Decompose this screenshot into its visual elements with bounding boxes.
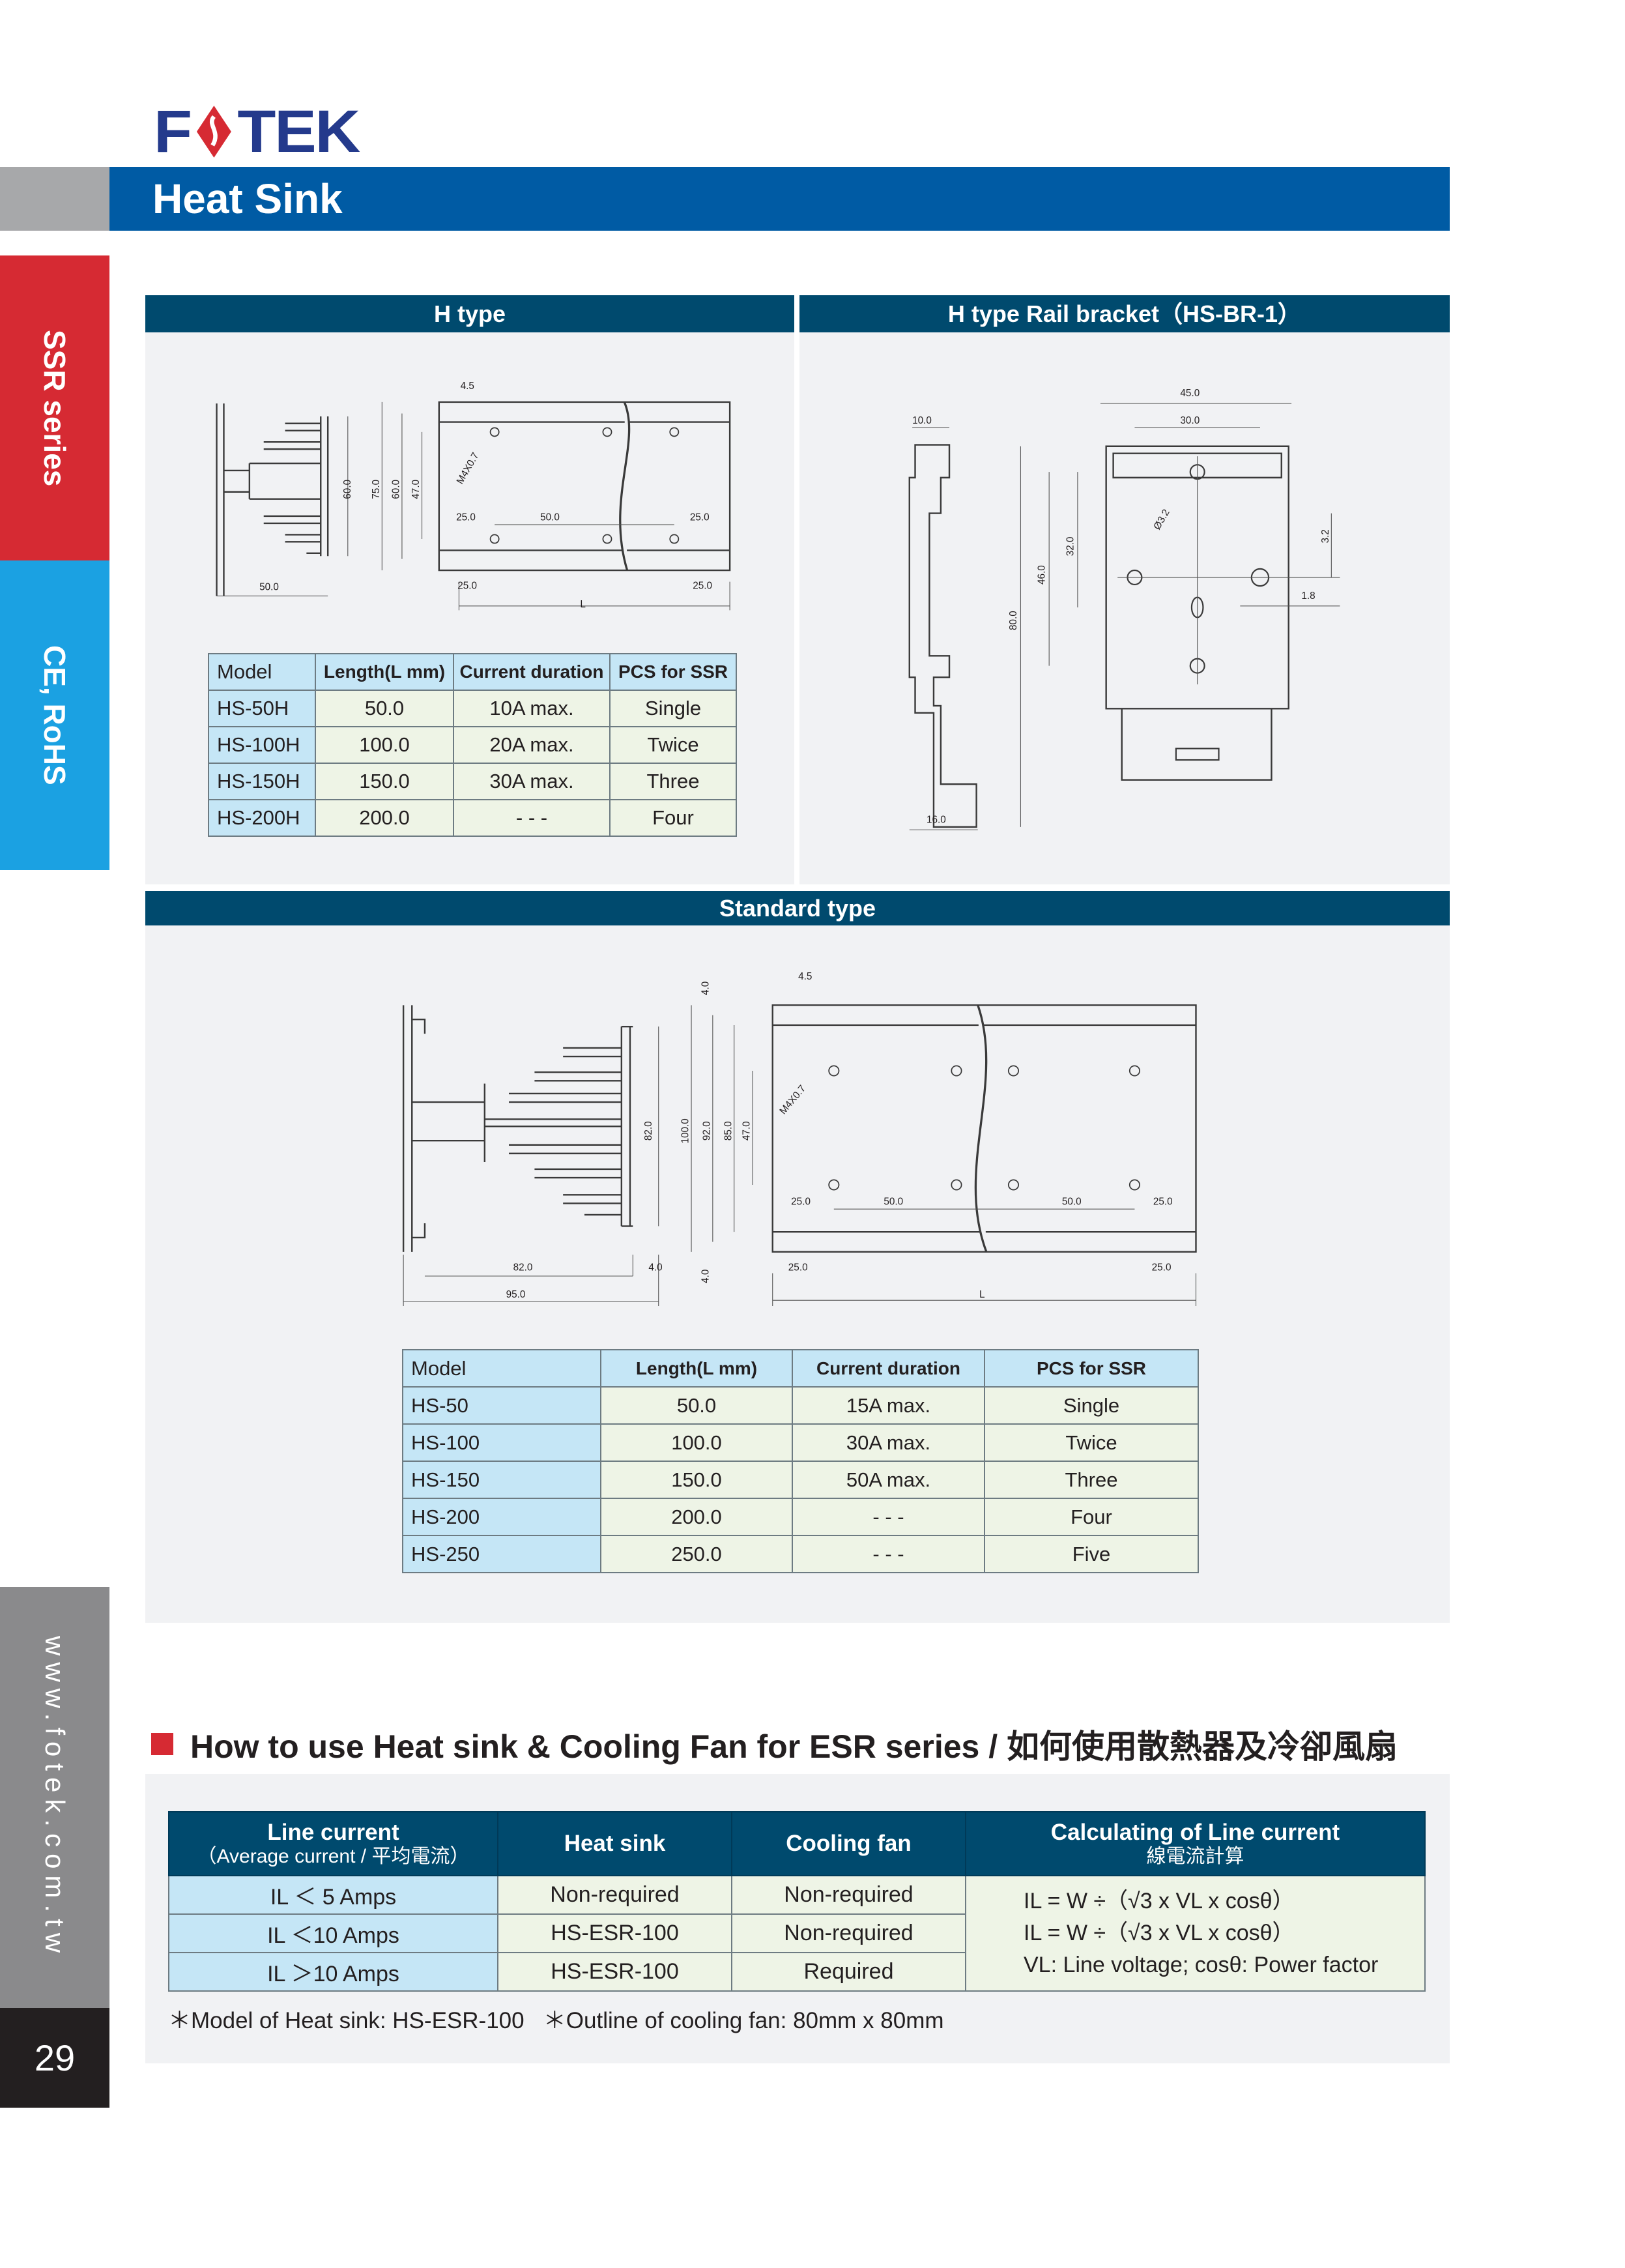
- rail-bracket-panel: [799, 332, 1450, 884]
- standard-type-table: Model Length(L mm) Current duration PCS …: [402, 1349, 1199, 1573]
- h-type-header: H type: [145, 295, 794, 332]
- table-row: HS-150H 150.0 30A max. Three: [208, 763, 737, 800]
- table-row: HS-50 50.0 15A max. Single: [402, 1386, 1199, 1425]
- header-bar: [109, 167, 1450, 231]
- table-row: IL ＜10 Amps HS-ESR-100 Non-required: [168, 1913, 1425, 1953]
- footnotes: ＊Model of Heat sink: HS-ESR-100 ＊Outline…: [168, 2008, 944, 2033]
- table-row: IL ＜ 5 Amps Non-required Non-required IL =…: [168, 1875, 1426, 1992]
- rail-bracket-header: H type Rail bracket（HS-BR-1）: [799, 295, 1450, 332]
- table-row: HS-150 150.0 50A max. Three: [402, 1461, 1199, 1499]
- h-type-table: Model Length(L mm) Current duration PCS …: [208, 653, 737, 837]
- red-square-bullet-icon: [151, 1733, 173, 1755]
- table-row: HS-250 250.0- - - Five: [402, 1535, 1199, 1573]
- table-row: HS-50H 50.0 10A max. Single: [208, 690, 737, 727]
- esr-table: Line current （Average current / 平均電流） Hea…: [168, 1811, 1426, 1992]
- table-row: HS-100H 100.0 20A max. Twice: [208, 726, 737, 764]
- table-row: IL ＞10 Amps HS-ESR-100 Required: [168, 1952, 1425, 1992]
- howto-heading: How to use Heat sink & Cooling Fan for E…: [151, 1721, 1398, 1767]
- logo-flame-icon: [197, 106, 232, 158]
- table-row: HS-200H 200.0- - - Four: [208, 799, 737, 837]
- header-gray-block: [0, 167, 109, 231]
- side-tab-ssr-series[interactable]: SSR series: [0, 255, 109, 560]
- side-tab-ce-rohs[interactable]: CE, RoHS: [0, 560, 109, 870]
- table-row: HS-200 200.0- - - Four: [402, 1498, 1199, 1536]
- table-row: HS-100 100.0 30A max. Twice: [402, 1423, 1199, 1462]
- standard-type-header: Standard type: [145, 891, 1450, 925]
- website-link[interactable]: www.fotek.com.tw: [0, 1587, 109, 2008]
- fotek-logo: F TEK: [154, 98, 360, 165]
- page-title: Heat Sink: [152, 175, 343, 222]
- calc-formula: IL = W ÷（√3 x VL x cosθ） IL = W ÷（√3 x VL…: [965, 1875, 1426, 1992]
- page-number: 29: [0, 2008, 109, 2108]
